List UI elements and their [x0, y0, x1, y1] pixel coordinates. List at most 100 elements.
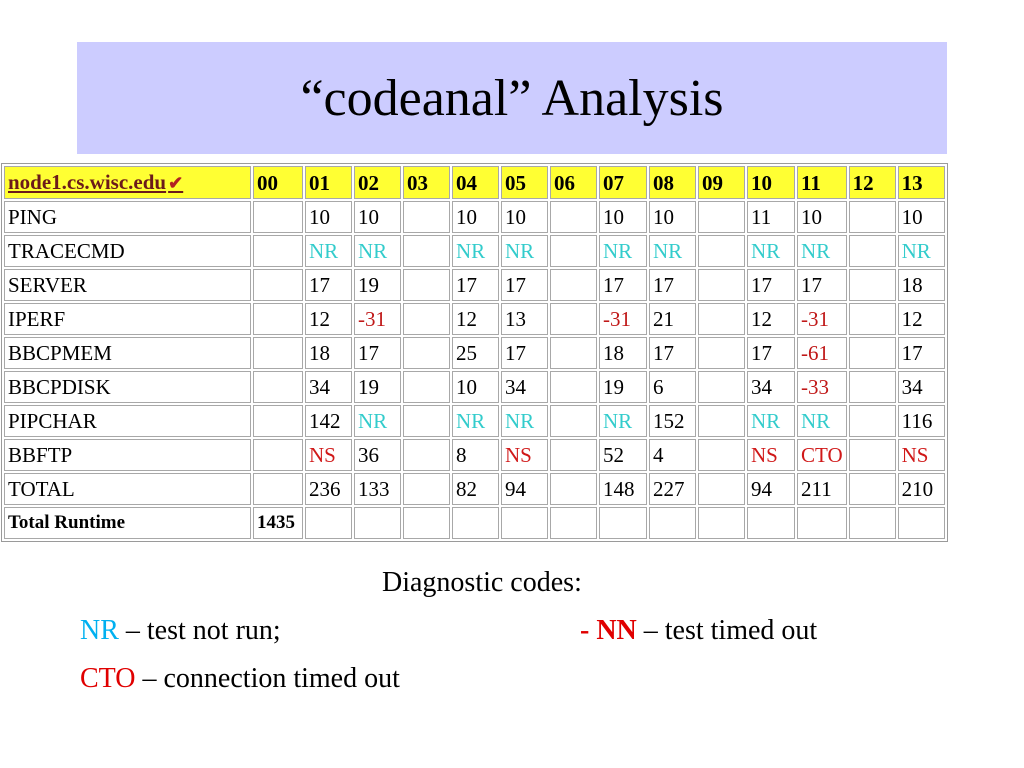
- table-cell: 19: [599, 371, 647, 403]
- table-cell: 10: [599, 201, 647, 233]
- table-cell: [305, 507, 352, 539]
- table-cell: NR: [354, 235, 401, 267]
- table-cell: NR: [649, 235, 696, 267]
- column-header: 02: [354, 166, 401, 199]
- table-cell: [550, 371, 597, 403]
- table-cell: 12: [897, 303, 945, 335]
- table-cell: -33: [797, 371, 847, 403]
- table-cell: 19: [354, 269, 401, 301]
- column-header: 03: [403, 166, 450, 199]
- table-cell: [848, 337, 896, 369]
- table-row: Total Runtime 1435: [4, 507, 945, 539]
- table-cell: [698, 201, 745, 233]
- table-cell: 11: [747, 201, 795, 233]
- table-cell: NR: [501, 235, 548, 267]
- column-header: 05: [501, 166, 548, 199]
- table-cell: 52: [599, 439, 647, 471]
- table-cell: [550, 235, 597, 267]
- title-banner: “codeanal” Analysis: [77, 42, 947, 154]
- table-cell: 94: [501, 473, 548, 505]
- table-cell: 36: [354, 439, 401, 471]
- table-cell: [698, 337, 745, 369]
- table-cell: 211: [797, 473, 847, 505]
- table-cell: 17: [747, 337, 795, 369]
- table-cell: [848, 507, 896, 539]
- table-cell: [550, 473, 597, 505]
- table-cell: 6: [649, 371, 696, 403]
- table-cell: NR: [747, 235, 795, 267]
- table-cell: 10: [305, 201, 352, 233]
- table-cell: [501, 507, 548, 539]
- host-link[interactable]: node1.cs.wisc.edu: [8, 170, 167, 194]
- table-cell: 8: [452, 439, 499, 471]
- table-cell: [698, 235, 745, 267]
- table-cell: [848, 405, 896, 437]
- column-header: 01: [305, 166, 352, 199]
- table-cell: 10: [797, 201, 847, 233]
- table-cell: [253, 473, 303, 505]
- table-cell: 152: [649, 405, 696, 437]
- slide-title: “codeanal” Analysis: [300, 69, 724, 127]
- table-cell: CTO: [797, 439, 847, 471]
- table-cell: 17: [649, 269, 696, 301]
- table-cell: 142: [305, 405, 352, 437]
- table-cell: 17: [501, 269, 548, 301]
- table-cell: [848, 371, 896, 403]
- table-cell: NS: [897, 439, 945, 471]
- table-cell: [253, 337, 303, 369]
- table-cell: [698, 473, 745, 505]
- table-cell: NR: [305, 235, 352, 267]
- table-row: PING 10 10 10 10 10 10 11 10 10: [4, 201, 945, 233]
- table-cell: [403, 507, 450, 539]
- table-cell: 13: [501, 303, 548, 335]
- column-header: 13: [897, 166, 945, 199]
- table-cell: [599, 507, 647, 539]
- table-cell: NR: [354, 405, 401, 437]
- table-cell: 236: [305, 473, 352, 505]
- row-label: PIPCHAR: [4, 405, 251, 437]
- table-cell: 10: [452, 201, 499, 233]
- table-cell: [452, 507, 499, 539]
- table-cell: 10: [897, 201, 945, 233]
- table-cell: [848, 439, 896, 471]
- table-cell: [848, 201, 896, 233]
- table-cell: [698, 405, 745, 437]
- table-row: TRACECMD NR NR NR NR NR NR NR NR NR: [4, 235, 945, 267]
- row-label: BBCPMEM: [4, 337, 251, 369]
- table-cell: 18: [305, 337, 352, 369]
- table-cell: NR: [599, 235, 647, 267]
- legend-heading: Diagnostic codes:: [382, 567, 582, 599]
- table-cell: [698, 439, 745, 471]
- table-row: SERVER 17 19 17 17 17 17 17 17 18: [4, 269, 945, 301]
- table-cell: 34: [305, 371, 352, 403]
- table-cell: 133: [354, 473, 401, 505]
- legend-heading-text: Diagnostic codes:: [382, 567, 582, 598]
- table-cell: 17: [649, 337, 696, 369]
- table-cell: -31: [354, 303, 401, 335]
- table-cell: NR: [452, 235, 499, 267]
- table-cell: 94: [747, 473, 795, 505]
- table-cell: [253, 269, 303, 301]
- column-header: 00: [253, 166, 303, 199]
- legend-cto: CTO – connection timed out: [80, 663, 400, 695]
- row-label: TOTAL: [4, 473, 251, 505]
- table-cell: 17: [747, 269, 795, 301]
- table-cell: NS: [747, 439, 795, 471]
- column-header: 06: [550, 166, 597, 199]
- table-cell: [698, 303, 745, 335]
- table-cell: NR: [797, 405, 847, 437]
- table-cell: [649, 507, 696, 539]
- table-cell: [403, 235, 450, 267]
- table-row: BBFTP NS 36 8 NS 52 4 NS CTO NS: [4, 439, 945, 471]
- table-cell: [550, 439, 597, 471]
- table-cell: [403, 473, 450, 505]
- host-cell[interactable]: node1.cs.wisc.edu ✔: [4, 166, 251, 199]
- table-cell: -31: [599, 303, 647, 335]
- column-header: 10: [747, 166, 795, 199]
- table-cell: NR: [747, 405, 795, 437]
- legend-nr-code: NR: [80, 615, 119, 646]
- table-cell: [747, 507, 795, 539]
- table-cell: [253, 405, 303, 437]
- table-cell: 12: [747, 303, 795, 335]
- table-cell: NR: [797, 235, 847, 267]
